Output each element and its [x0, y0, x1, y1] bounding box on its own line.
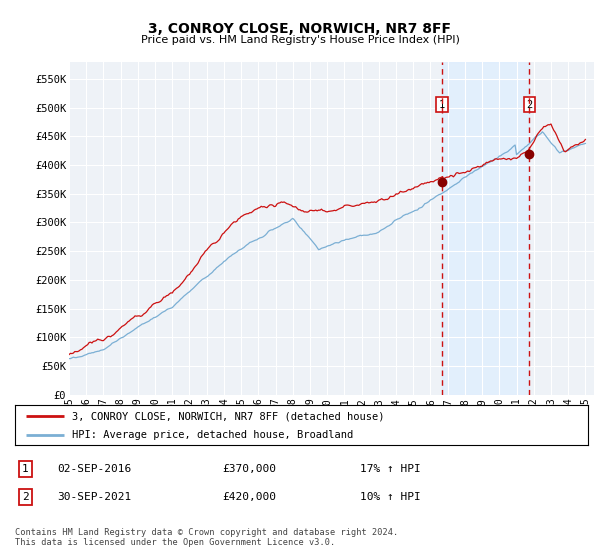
Text: Contains HM Land Registry data © Crown copyright and database right 2024.
This d: Contains HM Land Registry data © Crown c… [15, 528, 398, 547]
Text: 17% ↑ HPI: 17% ↑ HPI [360, 464, 421, 474]
Bar [442, 62, 529, 395]
Text: 10% ↑ HPI: 10% ↑ HPI [360, 492, 421, 502]
Text: 3, CONROY CLOSE, NORWICH, NR7 8FF: 3, CONROY CLOSE, NORWICH, NR7 8FF [149, 22, 452, 36]
Text: 1: 1 [439, 100, 445, 110]
Text: 1: 1 [22, 464, 29, 474]
Text: 30-SEP-2021: 30-SEP-2021 [57, 492, 131, 502]
Text: £370,000: £370,000 [222, 464, 276, 474]
Text: Price paid vs. HM Land Registry's House Price Index (HPI): Price paid vs. HM Land Registry's House … [140, 35, 460, 45]
Text: 02-SEP-2016: 02-SEP-2016 [57, 464, 131, 474]
Text: 3, CONROY CLOSE, NORWICH, NR7 8FF (detached house): 3, CONROY CLOSE, NORWICH, NR7 8FF (detac… [73, 411, 385, 421]
Text: £420,000: £420,000 [222, 492, 276, 502]
Text: HPI: Average price, detached house, Broadland: HPI: Average price, detached house, Broa… [73, 430, 353, 440]
Text: 2: 2 [22, 492, 29, 502]
Text: 2: 2 [526, 100, 533, 110]
